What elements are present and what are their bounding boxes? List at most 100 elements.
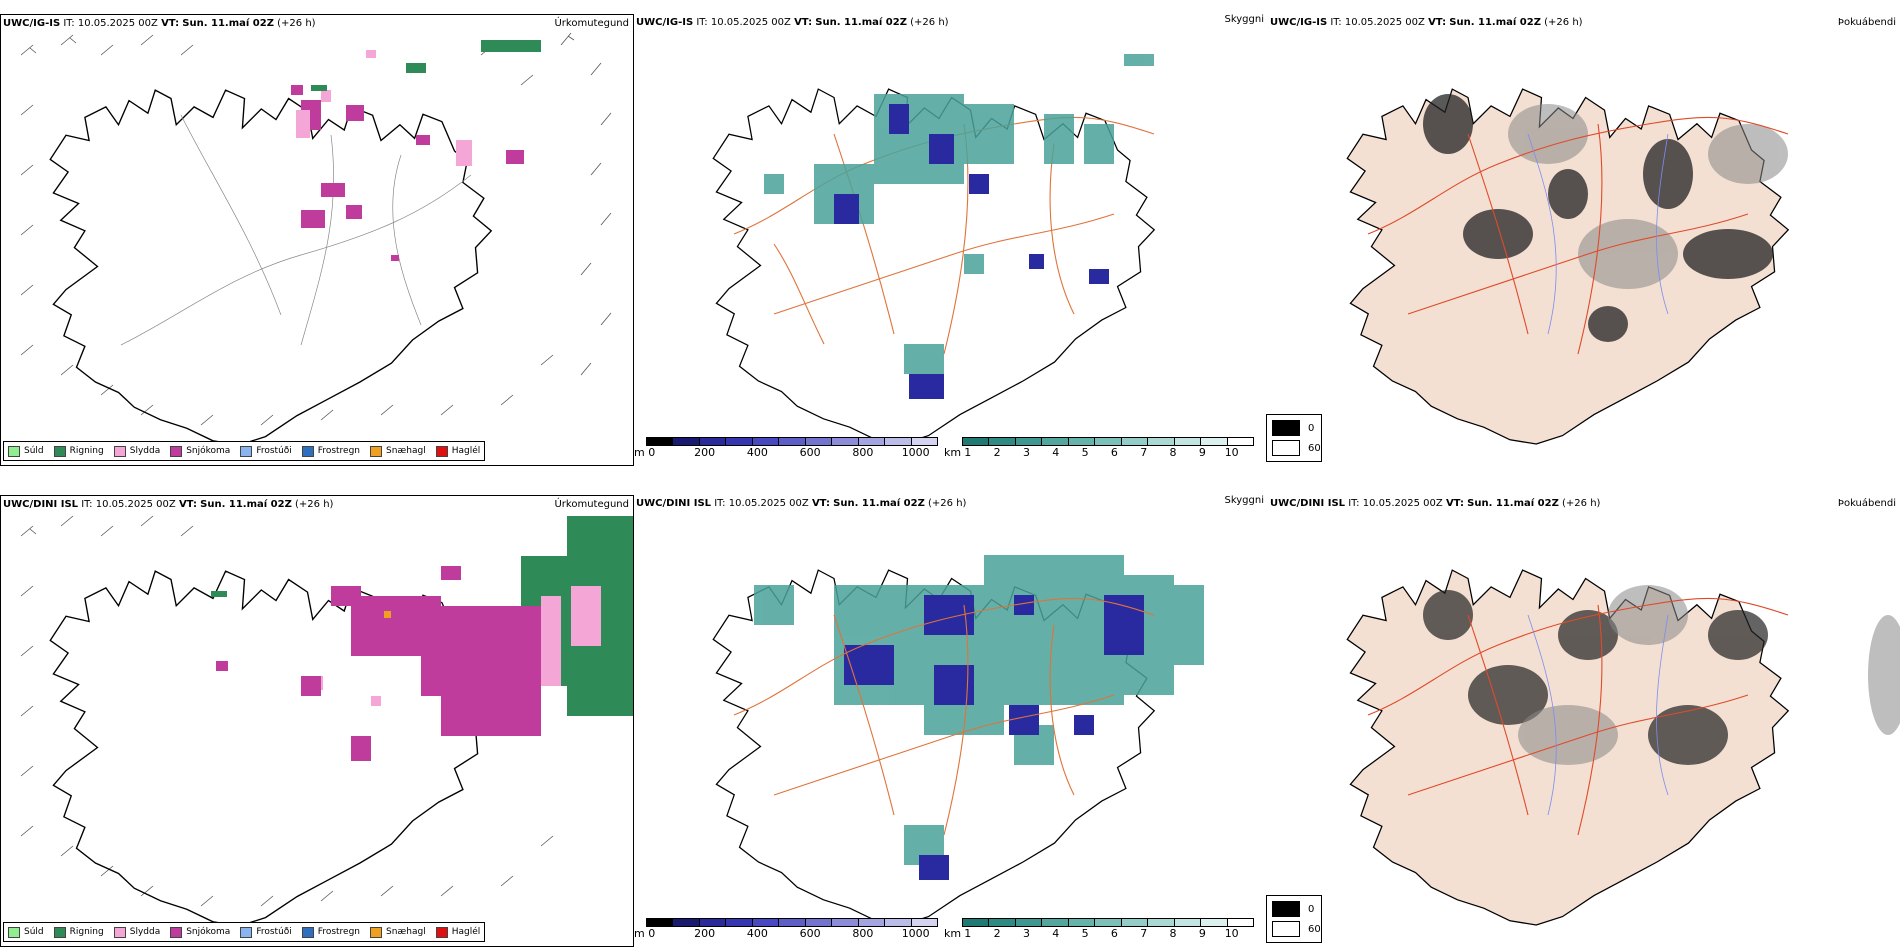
colorbar-tick: 1000	[901, 927, 930, 940]
panel-title: Þokuábendi	[1837, 498, 1896, 509]
legend-item: Frostúði	[240, 926, 292, 938]
colorbar-tick: 400	[746, 446, 768, 459]
visibility-map-2	[712, 555, 1204, 926]
legend-item: Frostúði	[240, 445, 292, 457]
vt-label: VT:	[178, 499, 197, 510]
colorbar-cell	[1068, 919, 1096, 926]
it-value: 10.05.2025 00Z	[1344, 17, 1425, 28]
colorbar-cell	[911, 438, 937, 445]
colorbar-cell	[858, 438, 886, 445]
panel-title: Þokuábendi	[1837, 17, 1896, 28]
legend-item: Snjókoma	[170, 445, 230, 457]
colorbar-tick: 8	[1169, 927, 1177, 940]
colorbar-cell	[805, 919, 833, 926]
colorbar-cell	[832, 438, 859, 445]
visibility-panel-2: UWC/DINI ISL IT: 10.05.2025 00Z VT: Sun.…	[634, 495, 1268, 947]
precip-type-legend: Súld Rigning Slydda Snjókoma Frostúði Fr…	[3, 922, 486, 942]
vt-label: VT:	[1445, 498, 1464, 509]
panel-header: UWC/IG-IS IT: 10.05.2025 00Z VT: Sun. 11…	[636, 14, 1266, 31]
colorbar-tick: 800	[852, 446, 874, 459]
legend-item: Frostregn	[301, 445, 360, 457]
colorbar-cell	[805, 438, 833, 445]
legend-item: Rigning	[53, 926, 104, 938]
wind-barbs	[20, 32, 612, 426]
lead-time: (+26 h)	[1562, 498, 1601, 509]
fog-indicator-map-1	[1346, 88, 1789, 445]
colorbar-tick: 4	[1052, 927, 1060, 940]
colorbar-tick: 200	[694, 446, 716, 459]
colorbar-cell	[647, 438, 674, 445]
visibility-colorbar-2: km 1 2 3 4 5 6 7 8 9 10	[944, 918, 1260, 942]
precip-type-legend: Súld Rigning Slydda Snjókoma Frostúði Fr…	[3, 441, 486, 461]
colorbar-cell	[989, 919, 1016, 926]
fog-dark-areas	[1423, 590, 1768, 765]
precip-rain	[311, 40, 541, 91]
vt-label: VT:	[811, 498, 830, 509]
colorbar-cell	[1174, 438, 1202, 445]
colorbar-cell	[1095, 438, 1122, 445]
fog-indicator-map-2	[1346, 569, 1900, 926]
fog-legend-1: 0 60	[1266, 414, 1322, 462]
ceiling-unit: m	[634, 446, 645, 459]
precip-snow-pellets	[384, 611, 391, 618]
colorbar-cell	[1174, 919, 1202, 926]
colorbar-tick: 3	[1022, 446, 1030, 459]
colorbar-tick: 800	[852, 927, 874, 940]
it-value: 10.05.2025 00Z	[710, 17, 791, 28]
fog-indicator-panel-2: UWC/DINI ISL IT: 10.05.2025 00Z VT: Sun.…	[1268, 495, 1900, 947]
colorbar-tick: 2	[993, 927, 1001, 940]
panel-header: UWC/DINI ISL IT: 10.05.2025 00Z VT: Sun.…	[1270, 498, 1898, 512]
precip-sleet	[311, 586, 601, 706]
legend-item: Snæhagl	[370, 445, 426, 457]
colorbar-cell	[1042, 919, 1069, 926]
colorbar-tick: 7	[1140, 927, 1148, 940]
wind-barbs	[20, 515, 554, 907]
it-value: 10.05.2025 00Z	[1362, 498, 1443, 509]
model-name: UWC/DINI ISL	[636, 498, 712, 509]
ceiling-colorbar-1: m 0 200 400 600 800 1000	[634, 437, 938, 461]
colorbar-cell	[779, 438, 806, 445]
precip-type-panel-2: UWC/DINI ISL IT: 10.05.2025 00Z VT: Sun.…	[0, 495, 634, 947]
colorbar-cell	[1201, 438, 1228, 445]
colorbar-cell	[699, 919, 727, 926]
legend-item: Súld	[8, 926, 44, 938]
colorbar-cell	[885, 919, 912, 926]
colorbar-cell	[647, 919, 674, 926]
it-label: IT:	[714, 498, 726, 509]
panel-title: Skyggni	[1224, 14, 1264, 25]
vt-value: Sun. 11.maí 02Z	[833, 498, 925, 509]
lead-time: (+26 h)	[928, 498, 967, 509]
lead-time: (+26 h)	[910, 17, 949, 28]
colorbar-cell	[1121, 438, 1149, 445]
vt-label: VT:	[161, 18, 180, 29]
legend-item: Rigning	[53, 445, 104, 457]
colorbar-tick: 600	[799, 446, 821, 459]
precip-type-map-2	[20, 515, 633, 927]
colorbar-tick: 9	[1198, 927, 1206, 940]
colorbar-cell	[1227, 438, 1253, 445]
vt-value: Sun. 11.maí 02Z	[1467, 498, 1559, 509]
colorbar-tick: 0	[648, 927, 656, 940]
panel-title: Úrkomutegund	[554, 18, 629, 29]
legend-item: Súld	[8, 445, 44, 457]
vt-value: Sun. 11.maí 02Z	[182, 18, 274, 29]
colorbar-tick: 2	[993, 446, 1001, 459]
colorbar-cell	[1068, 438, 1096, 445]
model-name: UWC/IG-IS	[636, 17, 694, 28]
colorbar-tick: 9	[1198, 446, 1206, 459]
fog-dark-areas	[1423, 94, 1773, 342]
fog-legend-2: 0 60	[1266, 895, 1322, 943]
colorbar-tick: 1	[964, 446, 972, 459]
legend-item: Snæhagl	[370, 926, 426, 938]
colorbar-tick: 400	[746, 927, 768, 940]
colorbar-cell	[673, 438, 700, 445]
colorbar-tick: 4	[1052, 446, 1060, 459]
colorbar-cell	[779, 919, 806, 926]
colorbar-cell	[989, 438, 1016, 445]
fog-grey-areas	[1508, 104, 1788, 289]
roads	[1367, 116, 1789, 355]
lead-time: (+26 h)	[295, 499, 334, 510]
colorbar-cell	[963, 919, 990, 926]
lead-time: (+26 h)	[1544, 17, 1583, 28]
vt-value: Sun. 11.maí 02Z	[1449, 17, 1541, 28]
